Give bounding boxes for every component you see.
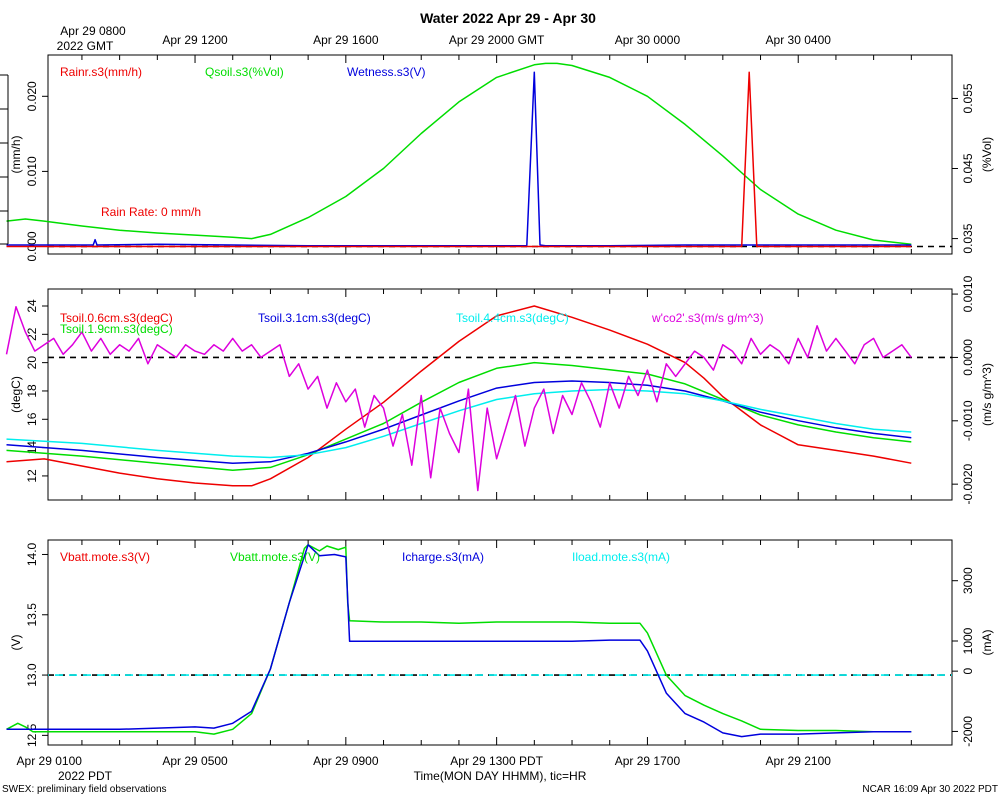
- x-axis-title: Time(MON DAY HHMM), tic=HR: [414, 769, 587, 783]
- bottom-time-axis-labels: Apr 29 0100 Apr 29 0500 Apr 29 0900 Apr 29 …: [17, 754, 832, 768]
- y-tick-label-right: 0.0000: [961, 339, 975, 376]
- y-axis-title-left: (mm/h): [9, 136, 23, 174]
- y-axis-title-left: (V): [9, 635, 23, 651]
- bottom-axis-label: Apr 29 1300 PDT: [450, 754, 543, 768]
- y-tick-label-right: 0: [961, 667, 975, 674]
- legend-entry: Tsoil.1.9cm.s3(degC): [60, 322, 173, 336]
- y-tick-label-right: -0.0020: [961, 463, 975, 504]
- bottom-axis-label: Apr 29 0100: [17, 754, 83, 768]
- bottom-axis-label: Apr 29 2100: [766, 754, 832, 768]
- y-tick-label-right: 3000: [961, 567, 975, 594]
- panel-power: 12.5 13.0 13.5 14.0 -2000 0 1000 3000 (V) (mA) Vba…: [6, 539, 994, 747]
- legend-entry: Wetness.s3(V): [347, 65, 425, 79]
- y-tick-label-left: 20: [25, 356, 39, 370]
- y-tick-label-left: 14: [25, 441, 39, 455]
- top-axis-first-label: Apr 29 0800: [60, 24, 126, 38]
- y-axis-title-right: (%Vol): [980, 137, 994, 172]
- legend-entry: Tsoil.3.1cm.s3(degC): [258, 311, 371, 325]
- legend-entry: Vbatt.mote.s3(V): [60, 550, 150, 564]
- top-axis-label: Apr 29 1200: [162, 33, 228, 47]
- footer-right: NCAR 16:09 Apr 30 2022 PDT: [862, 784, 998, 795]
- y-tick-label-left: 18: [25, 384, 39, 398]
- plot-frame: [47, 539, 953, 746]
- bottom-axis-label: Apr 29 1700: [615, 754, 681, 768]
- y-tick-label-left: 0.010: [25, 156, 39, 186]
- series-line-red: [6, 71, 912, 248]
- y-tick-label-right: 0.045: [961, 153, 975, 183]
- rain-rate-annotation: Rain Rate: 0 mm/h: [101, 205, 201, 219]
- y-tick-label-left: 0.020: [25, 81, 39, 111]
- legend-entry: Vbatt.mote.s3(V): [230, 550, 320, 564]
- y-tick-label-right: 0.035: [961, 223, 975, 253]
- chart-title: Water 2022 Apr 29 - Apr 30: [420, 10, 596, 26]
- series-line-green: [6, 544, 912, 735]
- legend-entry: Rainr.s3(mm/h): [60, 65, 142, 79]
- y-tick-label-left: 16: [25, 412, 39, 426]
- bottom-axis-year-label: 2022 PDT: [58, 769, 113, 783]
- y-tick-label-right: -2000: [961, 716, 975, 747]
- bottom-axis-label: Apr 29 0500: [162, 754, 228, 768]
- y-axis-title-right: (mA): [980, 630, 994, 656]
- top-axis-label: Apr 30 0400: [766, 33, 832, 47]
- y-tick-label-left: 12.5: [25, 723, 39, 747]
- y-tick-label-left: 14.0: [25, 542, 39, 566]
- legend-entry: Tsoil.4.4cm.s3(degC): [456, 311, 569, 325]
- series-line-blue: [6, 380, 912, 464]
- plot-frame: [47, 288, 953, 501]
- plot-frame: [47, 54, 953, 255]
- y-tick-label-right: 0.055: [961, 83, 975, 113]
- top-axis-label: Apr 29 2000 GMT: [449, 33, 545, 47]
- legend-entry: Icharge.s3(mA): [402, 550, 484, 564]
- top-axis-label: Apr 29 1600: [313, 33, 379, 47]
- y-tick-label-right: 0.0010: [961, 275, 975, 312]
- y-axis-title-right: (m/s g/m^3): [980, 363, 994, 426]
- top-axis-year-label: 2022 GMT: [57, 39, 114, 53]
- legend-entry: Iload.mote.s3(mA): [572, 550, 670, 564]
- y-tick-label-left: 12: [25, 469, 39, 483]
- left-edge-fragment: [0, 74, 9, 245]
- series-line-blue: [6, 71, 912, 247]
- y-tick-label-right: 1000: [961, 627, 975, 654]
- top-time-axis-labels: Apr 29 1200 Apr 29 1600 Apr 29 2000 GMT Apr…: [162, 33, 831, 47]
- series-line-magenta: [5, 305, 912, 492]
- y-tick-label-right: -0.0010: [961, 400, 975, 441]
- y-tick-label-left: 13.0: [25, 663, 39, 687]
- y-axis-title-left: (degC): [9, 376, 23, 413]
- series-line-red: [6, 305, 912, 487]
- legend-entry: Qsoil.s3(%Vol): [205, 65, 284, 79]
- legend-entry: w'co2'.s3(m/s g/m^3): [651, 311, 764, 325]
- legend-entry: Tsoil.0.6cm.s3(degC): [60, 311, 173, 325]
- series-line-green: [6, 62, 912, 245]
- panel-soil-temperature: 12141618202224-0.0020-0.00100.00000.0010…: [5, 275, 994, 505]
- series-line-green: [6, 361, 912, 472]
- series-line-blue: [6, 544, 912, 738]
- footer-left: SWEX: preliminary field observations: [2, 784, 167, 795]
- y-tick-label-left: 13.5: [25, 603, 39, 627]
- bottom-axis-label: Apr 29 0900: [313, 754, 379, 768]
- series-line-cyan: [6, 388, 912, 459]
- y-tick-label-left: 24: [25, 299, 39, 313]
- top-axis-label: Apr 30 0000: [615, 33, 681, 47]
